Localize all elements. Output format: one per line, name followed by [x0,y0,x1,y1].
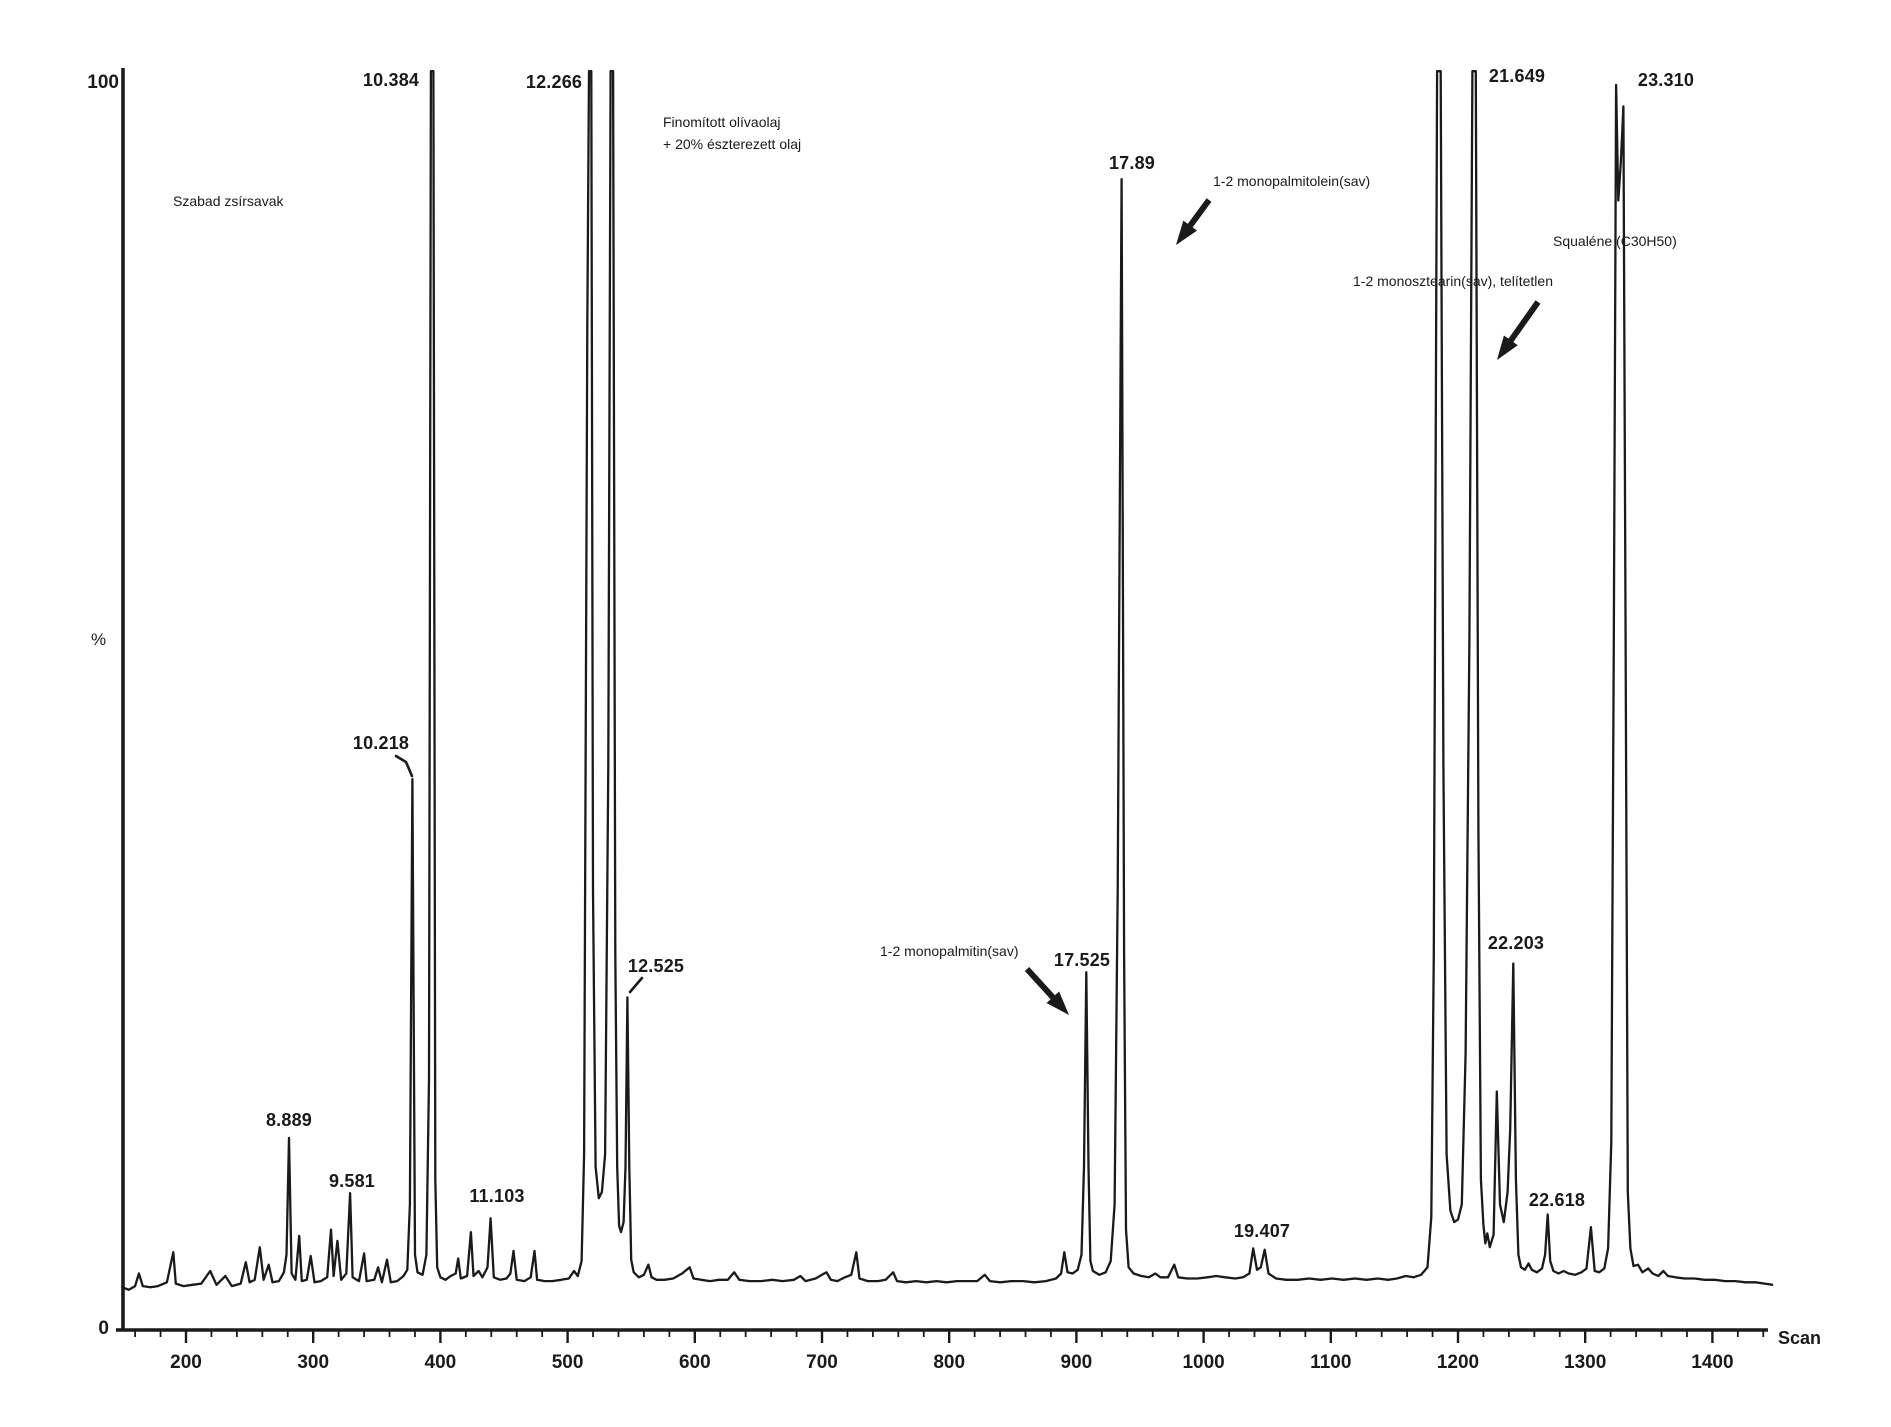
x-tick-label: 1300 [1564,1352,1607,1373]
peak-label: 12.266 [525,72,583,92]
x-tick-label: 1000 [1182,1352,1225,1373]
annotation-arrows [1024,198,1541,1015]
annotation-free-fatty-acids: Szabad zsírsavak [173,193,284,209]
peak-label: 23.310 [1637,70,1695,90]
annotation-monopalmitin: 1-2 monopalmitin(sav) [880,943,1019,959]
y-axis-min-label: 0 [98,1318,109,1339]
peak-label: 22.618 [1528,1190,1586,1210]
x-tick-label: 300 [297,1352,330,1373]
peak-leader-lines [394,754,644,994]
x-tick-label: 400 [424,1352,457,1373]
peak-label: 9.581 [328,1171,376,1191]
peak-label: 17.89 [1108,153,1156,173]
annotation-arrow-head [1497,335,1518,360]
tick-marks [134,1330,1765,1343]
annotation-squalene: Squaléne (C30H50) [1553,233,1677,249]
peak-label: 21.649 [1488,66,1546,86]
x-tick-label: 500 [551,1352,584,1373]
peak-label: 10.384 [362,70,420,90]
peak-leader-line [628,976,644,994]
peak-label: 11.103 [469,1186,525,1206]
annotation-monopalmitolein: 1-2 monopalmitolein(sav) [1213,173,1371,189]
x-tick-label: 800 [933,1352,966,1373]
x-tick-label: 1100 [1310,1352,1352,1373]
peak-label: 12.525 [627,956,685,976]
peak-leader-line [394,754,414,778]
annotation-arrow-head [1046,991,1069,1015]
x-axis-title: Scan [1778,1328,1822,1348]
x-tick-label: 700 [806,1352,838,1373]
axes [116,68,1768,1332]
peak-label: 22.203 [1487,933,1545,953]
peak-label: 17.525 [1053,950,1111,970]
x-tick-label: 200 [170,1352,202,1373]
x-tick-label: 1400 [1691,1352,1734,1373]
peak-label: 19.407 [1233,1221,1291,1241]
y-axis-max-label: 100 [87,72,119,93]
annotation-monosztearin: 1-2 monosztearin(sav), telítetlen [1353,273,1553,289]
annotation-sample-description: Finomított olívaolaj + 20% észterezett o… [663,114,802,153]
chromatogram-trace [121,70,1774,1291]
annotation-arrow-head [1176,220,1198,245]
total-ion-trace [121,70,1774,1291]
x-tick-label: 600 [678,1352,711,1373]
peak-label: 8.889 [265,1110,313,1130]
peak-label: 10.218 [352,733,410,753]
y-axis-unit-label: % [91,630,107,649]
x-tick-label: 1200 [1436,1352,1480,1373]
x-tick-label: 900 [1060,1352,1093,1373]
